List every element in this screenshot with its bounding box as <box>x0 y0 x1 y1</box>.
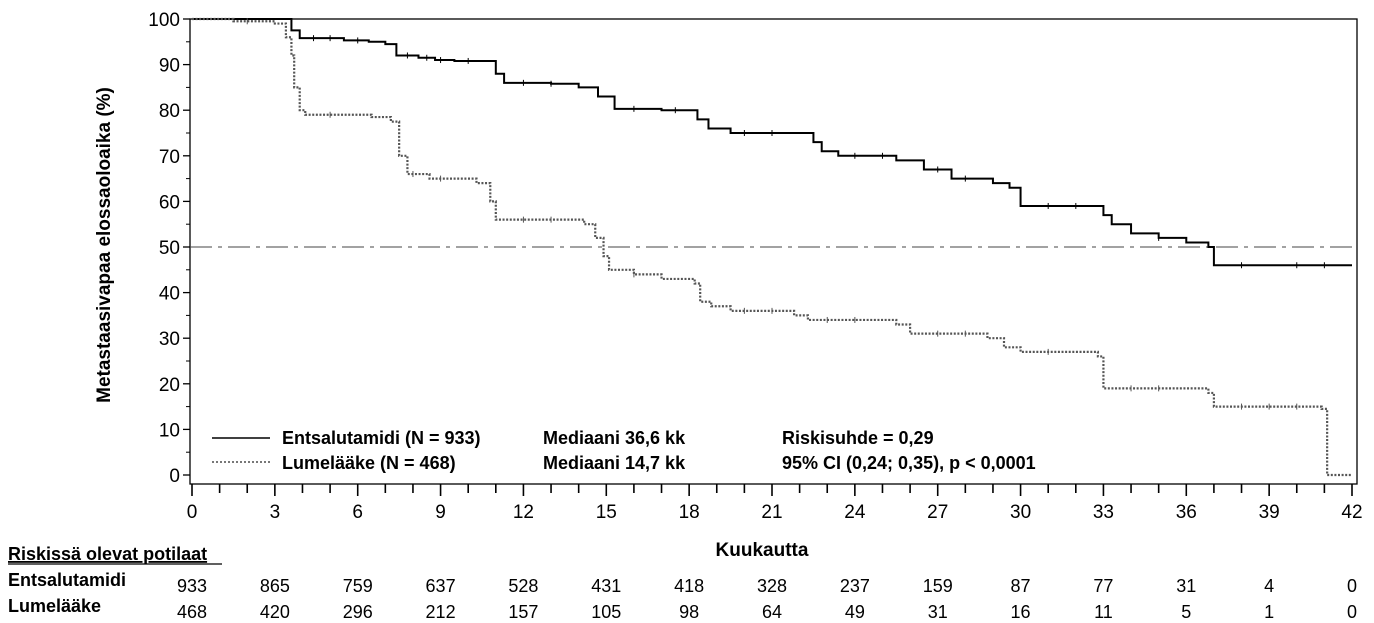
x-tick-label: 24 <box>844 502 866 523</box>
risk-table-title: Riskissä olevat potilaat <box>8 544 207 564</box>
y-tick-label: 80 <box>159 101 180 122</box>
x-tick-label: 12 <box>513 502 534 523</box>
risk-value-lumelaake: 420 <box>260 602 290 622</box>
risk-value-lumelaake: 11 <box>1094 602 1113 622</box>
x-tick-label: 15 <box>596 502 617 523</box>
y-tick-label: 20 <box>159 375 180 396</box>
y-tick-label: 50 <box>159 238 180 259</box>
x-tick-label: 33 <box>1093 502 1114 523</box>
risk-value-lumelaake: 296 <box>343 602 373 622</box>
risk-value-lumelaake: 1 <box>1264 602 1274 622</box>
risk-table: Riskissä olevat potilaat Entsalutamidi L… <box>8 544 1357 622</box>
risk-value-entsalutamidi: 237 <box>840 576 870 596</box>
curve-entsalutamidi <box>192 18 1352 267</box>
y-tick-label: 30 <box>159 329 180 350</box>
x-tick-label: 9 <box>435 502 446 523</box>
y-tick-label: 70 <box>159 147 180 168</box>
risk-value-entsalutamidi: 865 <box>260 576 290 596</box>
risk-value-entsalutamidi: 759 <box>343 576 373 596</box>
risk-value-entsalutamidi: 933 <box>177 576 207 596</box>
risk-value-entsalutamidi: 31 <box>1176 576 1196 596</box>
y-tick-label: 0 <box>169 466 180 487</box>
risk-value-lumelaake: 31 <box>928 602 948 622</box>
y-tick-label: 90 <box>159 56 180 77</box>
risk-value-lumelaake: 212 <box>426 602 456 622</box>
risk-value-lumelaake: 49 <box>845 602 865 622</box>
risk-value-entsalutamidi: 637 <box>426 576 456 596</box>
x-tick-label: 30 <box>1010 502 1031 523</box>
risk-value-entsalutamidi: 431 <box>591 576 621 596</box>
x-axis-title: Kuukautta <box>716 540 809 561</box>
x-tick-label: 42 <box>1341 502 1362 523</box>
risk-value-entsalutamidi: 0 <box>1347 576 1357 596</box>
risk-value-lumelaake: 105 <box>591 602 621 622</box>
legend: Entsalutamidi (N = 933) Lumelääke (N = 4… <box>212 428 1036 473</box>
confidence-interval-text: 95% CI (0,24; 0,35), p < 0,0001 <box>782 453 1036 473</box>
y-axis: 0 10 20 30 40 50 60 70 80 90 100 <box>148 10 190 487</box>
plot-area <box>189 18 1358 485</box>
risk-value-lumelaake: 5 <box>1181 602 1191 622</box>
survival-curves <box>192 17 1352 477</box>
risk-value-entsalutamidi: 77 <box>1093 576 1113 596</box>
y-axis-title: Metastaasivapaa elossaoloaika (%) <box>94 87 115 403</box>
legend-label-lumelaake: Lumelääke (N = 468) <box>282 453 456 473</box>
risk-value-lumelaake: 16 <box>1011 602 1031 622</box>
x-tick-label: 21 <box>761 502 782 523</box>
y-tick-label: 40 <box>159 284 180 305</box>
y-tick-label: 60 <box>159 192 180 213</box>
x-axis: 0 3 6 9 12 15 18 21 24 27 30 33 36 39 42 <box>187 484 1363 523</box>
median-entsalutamidi: Mediaani 36,6 kk <box>543 428 686 448</box>
curve-lumelaake <box>192 17 1352 477</box>
risk-value-lumelaake: 98 <box>679 602 699 622</box>
risk-values: 933 865 759 637 528 431 418 328 237 159 87 77 31 4 0 46… <box>177 576 1357 622</box>
x-tick-label: 6 <box>352 502 363 523</box>
x-tick-label: 39 <box>1259 502 1280 523</box>
risk-row-label-entsalutamidi: Entsalutamidi <box>8 570 126 590</box>
x-tick-label: 27 <box>927 502 948 523</box>
risk-value-entsalutamidi: 4 <box>1264 576 1274 596</box>
risk-value-entsalutamidi: 159 <box>923 576 953 596</box>
x-tick-label: 18 <box>679 502 700 523</box>
y-tick-label: 10 <box>159 420 180 441</box>
risk-value-entsalutamidi: 87 <box>1011 576 1031 596</box>
risk-value-lumelaake: 64 <box>762 602 782 622</box>
risk-value-lumelaake: 157 <box>508 602 538 622</box>
y-tick-label: 100 <box>148 10 180 31</box>
x-tick-label: 3 <box>270 502 281 523</box>
median-lumelaake: Mediaani 14,7 kk <box>543 453 686 473</box>
risk-value-entsalutamidi: 328 <box>757 576 787 596</box>
x-tick-label: 36 <box>1176 502 1197 523</box>
risk-value-entsalutamidi: 528 <box>508 576 538 596</box>
plot-frame <box>189 18 1358 485</box>
hazard-ratio-text: Riskisuhde = 0,29 <box>782 428 934 448</box>
x-tick-label: 0 <box>187 502 198 523</box>
risk-value-lumelaake: 0 <box>1347 602 1357 622</box>
legend-label-entsalutamidi: Entsalutamidi (N = 933) <box>282 428 481 448</box>
risk-row-label-lumelaake: Lumelääke <box>8 596 101 616</box>
risk-value-lumelaake: 468 <box>177 602 207 622</box>
risk-value-entsalutamidi: 418 <box>674 576 704 596</box>
